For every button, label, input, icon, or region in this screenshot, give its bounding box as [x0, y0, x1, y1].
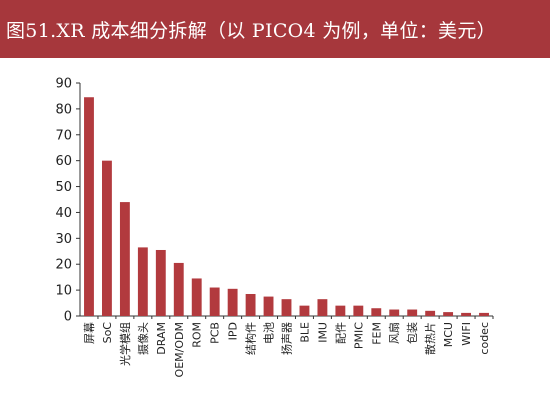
y-tick-label: 20: [55, 258, 72, 273]
y-tick-label: 10: [55, 284, 72, 299]
x-category-label: codec: [478, 322, 491, 355]
x-category-label: 屏幕: [82, 322, 96, 344]
x-category-label: PCB: [209, 322, 222, 344]
bar: [407, 309, 418, 316]
bar: [84, 97, 94, 316]
x-category-label: 散热片: [423, 322, 437, 355]
x-category-label: FEM: [370, 322, 383, 345]
y-tick-label: 0: [64, 310, 72, 325]
bar: [281, 299, 292, 316]
bar: [461, 312, 472, 316]
x-category-label: 包装: [406, 322, 419, 344]
x-category-label: 摄像头: [136, 322, 150, 355]
x-category-label: MCU: [442, 322, 455, 347]
bar: [119, 202, 130, 316]
y-tick-label: 40: [55, 206, 72, 221]
chart-title-bar: 图51.XR 成本细分拆解（以 PICO4 为例，单位：美元）: [0, 0, 550, 58]
x-category-label: PMIC: [352, 322, 365, 349]
x-category-label: 风扇: [387, 322, 401, 344]
bar: [425, 310, 436, 316]
x-category-label: IMU: [316, 322, 329, 343]
bar: [389, 309, 400, 316]
x-category-label: BLE: [298, 322, 311, 343]
bar: [245, 293, 256, 316]
bar: [335, 305, 346, 316]
x-category-label: ROM: [191, 322, 204, 348]
bar: [209, 287, 220, 316]
y-tick-label: 30: [55, 232, 72, 247]
x-category-label: 光学模组: [118, 322, 132, 366]
x-category-label: IPD: [227, 322, 240, 340]
chart-area: 0 10 20 30 40 50 60 70 80 90 屏幕 SoC 光学模组 摄像头 DRAM OEM/O…: [0, 58, 550, 411]
bar: [371, 308, 382, 316]
x-category-label: 扬声器: [280, 322, 294, 355]
y-tick-label: 50: [55, 180, 72, 195]
y-tick-label: 70: [55, 128, 72, 143]
bar: [155, 249, 166, 316]
bar: [299, 305, 310, 316]
y-tick-label: 90: [55, 77, 72, 92]
bar-chart: 0 10 20 30 40 50 60 70 80 90 屏幕 SoC 光学模组 摄像头 DRAM OEM/O…: [55, 77, 494, 377]
bar: [353, 305, 364, 316]
y-tick-label: 80: [55, 102, 72, 117]
bar: [173, 262, 184, 316]
bar: [263, 296, 274, 316]
bar: [137, 247, 148, 316]
bar: [227, 288, 238, 316]
bar: [101, 160, 112, 316]
y-tick-label: 60: [55, 154, 72, 169]
bar: [479, 312, 489, 316]
x-category-label: 结构件: [244, 322, 258, 355]
x-category-label: DRAM: [155, 322, 168, 355]
x-category-label: 配件: [334, 322, 347, 344]
x-category-label: OEM/ODM: [173, 322, 186, 377]
bar: [317, 299, 328, 316]
x-category-label: 电池: [263, 322, 276, 344]
bar: [443, 312, 454, 316]
bar: [191, 278, 202, 316]
figure-title: 图51.XR 成本细分拆解（以 PICO4 为例，单位：美元）: [6, 19, 496, 42]
x-category-label: WIFI: [460, 322, 473, 346]
x-category-label: SoC: [101, 322, 114, 344]
